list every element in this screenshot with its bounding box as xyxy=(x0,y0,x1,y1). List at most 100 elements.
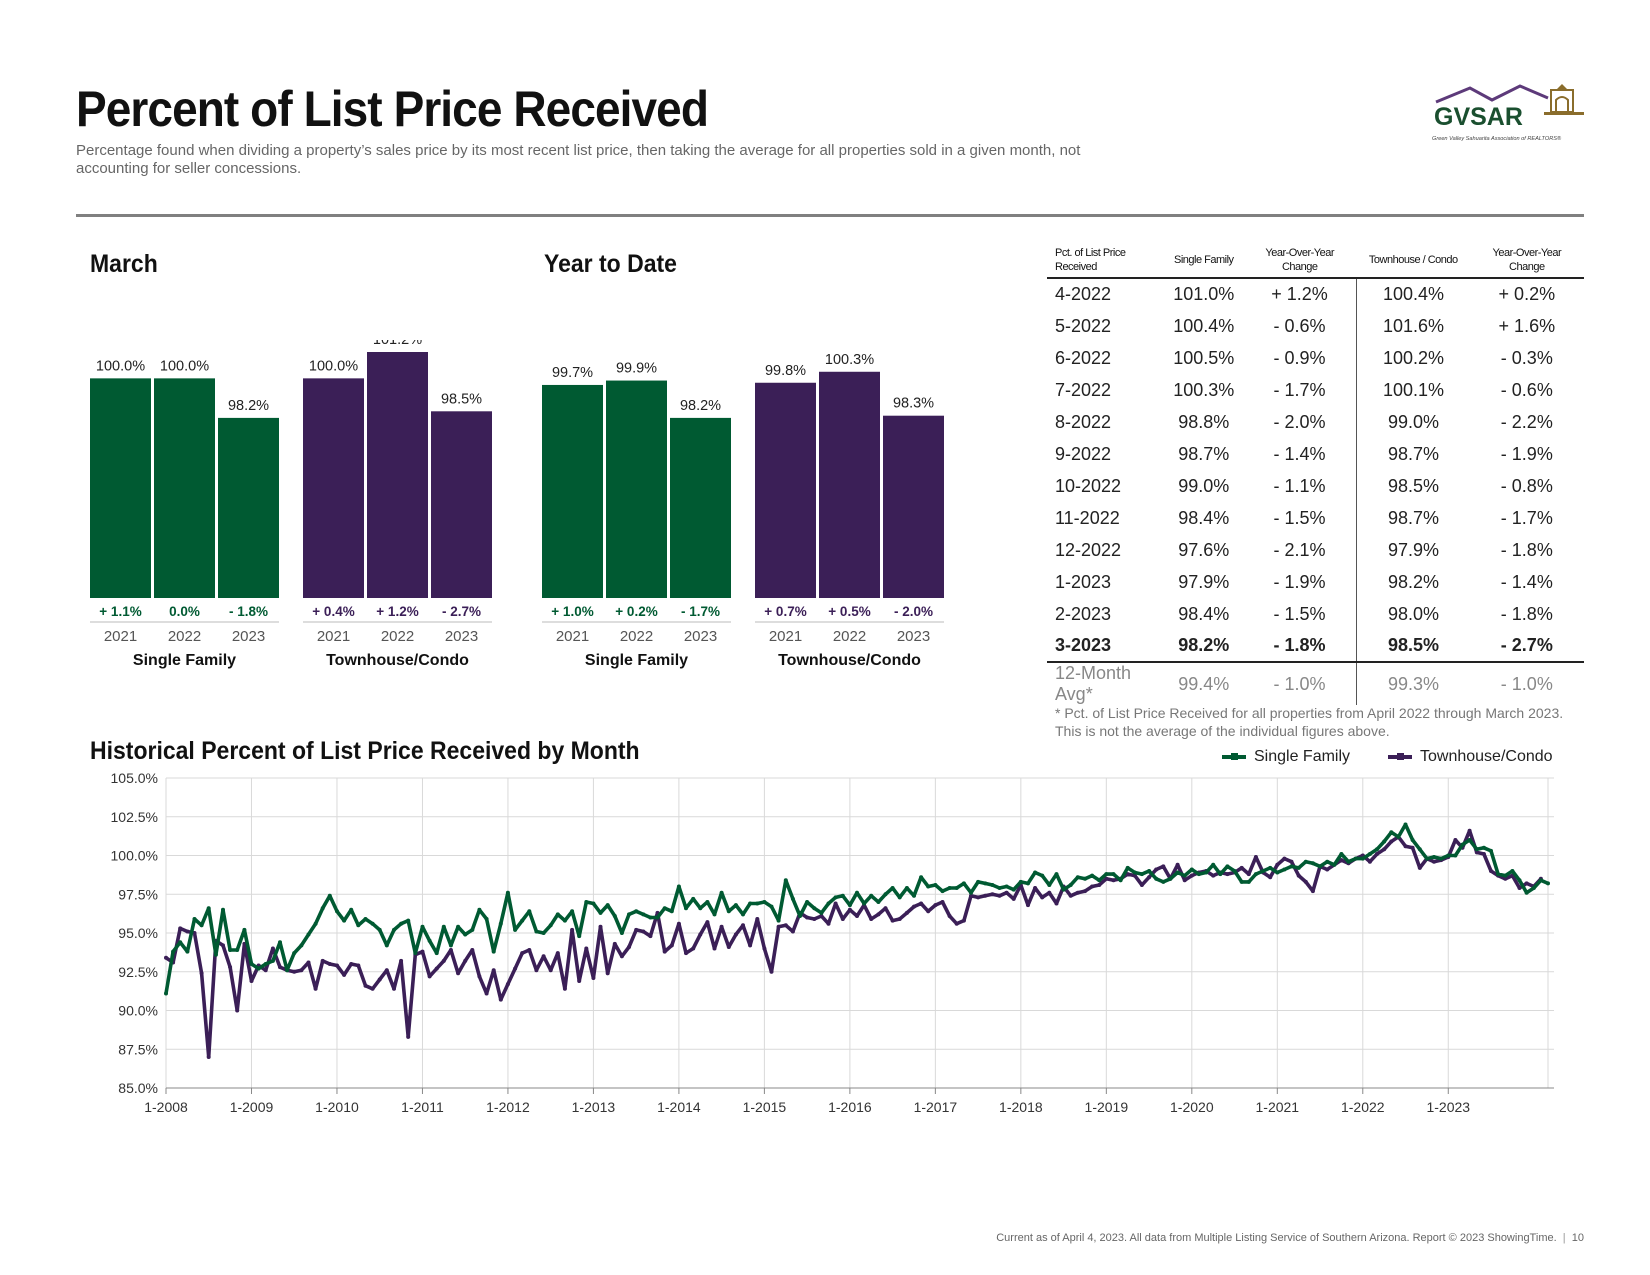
y-tick-label: 100.0% xyxy=(111,848,158,864)
townhouse-line-point xyxy=(1147,875,1152,880)
march-change-1-0: + 0.4% xyxy=(312,604,354,619)
single-family-line-point xyxy=(912,893,916,898)
single-family-line-point xyxy=(548,923,553,928)
x-tick-label: 1-2012 xyxy=(486,1099,530,1115)
x-tick-label: 1-2020 xyxy=(1170,1099,1214,1115)
townhouse-line-point xyxy=(185,929,190,934)
single-family-line-point xyxy=(598,910,603,915)
townhouse-line-point xyxy=(527,948,532,952)
ytd-bar-chart: 99.7% + 1.0% 2021 99.9% + 0.2% 2022 98.2% - 1.7… xyxy=(542,352,944,669)
townhouse-line-point xyxy=(1474,850,1479,855)
single-family-line-point xyxy=(726,909,731,914)
single-family-line-point xyxy=(1403,822,1408,827)
townhouse-line-point xyxy=(463,958,468,963)
single-family-line-point xyxy=(712,912,717,917)
single-family-line-point xyxy=(1189,867,1194,872)
single-family-line-point xyxy=(1125,865,1130,870)
single-family-line-point xyxy=(164,991,168,996)
table-cell-4: - 1.8% xyxy=(1500,603,1553,624)
ytd-change-0-2: - 1.7% xyxy=(681,604,720,619)
march-change-0-1: 0.0% xyxy=(169,604,200,619)
single-family-line-point xyxy=(185,949,190,954)
single-family-line-point xyxy=(199,923,204,928)
townhouse-line-point xyxy=(427,974,432,979)
table-cell-1: 98.4% xyxy=(1178,603,1230,624)
single-family-line-point xyxy=(171,949,176,954)
townhouse-line-point xyxy=(491,968,496,973)
townhouse-line-point xyxy=(705,920,710,925)
single-family-line-point xyxy=(498,921,503,926)
march-change-1-2: - 2.7% xyxy=(442,604,481,619)
townhouse-line-point xyxy=(1097,883,1102,887)
ytd-bar-1-2 xyxy=(883,415,944,598)
footer: Current as of April 4, 2023. All data fr… xyxy=(996,1232,1584,1244)
table-cell-4: + 0.2% xyxy=(1498,284,1556,304)
townhouse-line-point xyxy=(1111,878,1116,883)
table-cell-1: 97.9% xyxy=(1178,571,1230,592)
single-family-line-point xyxy=(1232,869,1237,873)
single-family-line-point xyxy=(313,921,318,926)
single-family-line-point xyxy=(1211,862,1216,867)
single-family-line-point xyxy=(1453,853,1458,858)
single-family-line-point xyxy=(1068,883,1073,887)
single-family-line-point xyxy=(1147,869,1152,873)
ytd-title: Year to Date xyxy=(544,250,677,278)
table-row: 7-2022 100.3% - 1.7% 100.1% - 0.6% xyxy=(1047,374,1584,406)
single-family-line-point xyxy=(1239,879,1244,884)
single-family-line-point xyxy=(356,923,361,928)
single-family-line-point xyxy=(1510,869,1515,873)
logo-tagline: Green Valley Sahuarita Association of RE… xyxy=(1432,135,1562,142)
townhouse-line-point xyxy=(805,915,810,920)
townhouse-line-point xyxy=(570,927,575,932)
historical-title: Historical Percent of List Price Receive… xyxy=(90,737,640,765)
single-family-line-point xyxy=(192,917,197,921)
townhouse-line-point xyxy=(1310,889,1315,894)
march-group-label-1: Townhouse/Condo xyxy=(326,652,469,669)
single-family-line-point xyxy=(812,906,817,911)
townhouse-line-point xyxy=(855,914,859,918)
single-family-line-point xyxy=(634,909,639,914)
townhouse-line-point xyxy=(926,909,931,914)
single-family-line-point xyxy=(605,903,610,908)
table-cell-4: - 0.3% xyxy=(1500,347,1553,368)
table-cell-0: 12-2022 xyxy=(1055,539,1122,560)
single-family-line-point xyxy=(1360,856,1365,861)
legend-townhouse-label: Townhouse/Condo xyxy=(1420,748,1553,765)
table-footnote: * Pct. of List Price Received for all pr… xyxy=(1055,705,1564,739)
single-family-line-point xyxy=(306,932,311,937)
townhouse-line-point xyxy=(976,895,981,900)
table-row: 12-2022 97.6% - 2.1% 97.9% - 1.8% xyxy=(1047,534,1584,566)
townhouse-line-point xyxy=(1047,890,1052,895)
townhouse-line-point xyxy=(548,968,553,973)
townhouse-line-point xyxy=(384,968,389,973)
header-rule xyxy=(76,214,1584,217)
single-family-line-point xyxy=(505,890,510,895)
single-family-line-point xyxy=(612,914,617,918)
single-family-line-point xyxy=(1011,887,1016,892)
legend-single-family-label: Single Family xyxy=(1254,748,1351,765)
single-family-line-point xyxy=(285,968,290,973)
townhouse-line-point xyxy=(1104,876,1109,881)
single-family-line-point xyxy=(1424,856,1429,861)
single-family-line-point xyxy=(1446,853,1451,858)
single-family-line-point xyxy=(1503,873,1508,878)
single-family-line-point xyxy=(926,884,931,889)
single-family-line-point xyxy=(1026,881,1030,886)
single-family-line-point xyxy=(349,907,354,912)
single-family-line-point xyxy=(705,900,710,904)
single-family-line-point xyxy=(826,901,831,906)
single-family-line-point xyxy=(1289,864,1294,869)
table-cell-0: 5-2022 xyxy=(1055,315,1112,336)
townhouse-line-point xyxy=(1004,890,1009,895)
townhouse-line-point xyxy=(755,917,760,921)
single-family-line-point xyxy=(1083,876,1087,881)
single-family-line-point xyxy=(263,962,268,966)
townhouse-line-point xyxy=(1275,862,1280,867)
townhouse-line-point xyxy=(356,963,361,968)
march-bar-1-2 xyxy=(431,411,492,598)
townhouse-line-point xyxy=(292,969,297,974)
single-family-line-point xyxy=(1474,847,1479,852)
march-year-0-1: 2022 xyxy=(168,628,201,645)
single-family-line-point xyxy=(1496,872,1501,877)
single-family-line-point xyxy=(320,906,325,911)
